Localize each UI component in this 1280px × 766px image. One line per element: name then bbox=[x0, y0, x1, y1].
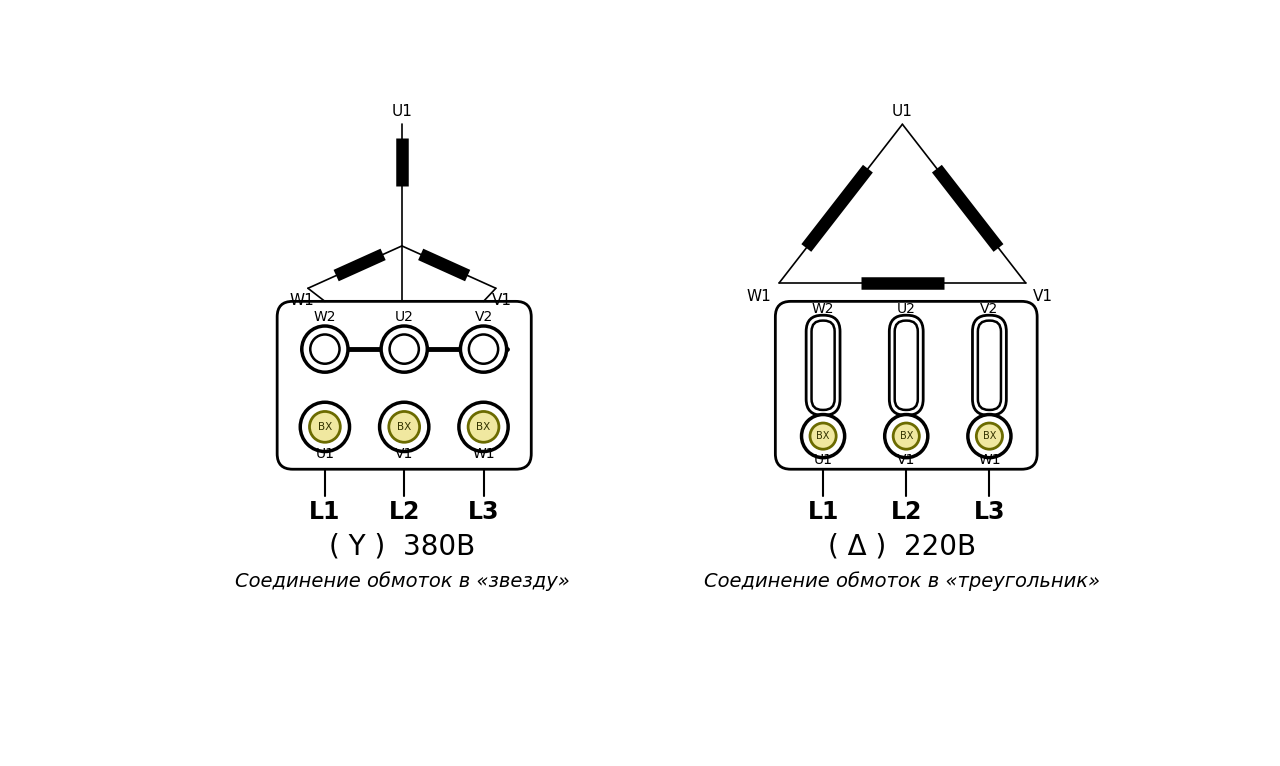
Text: L3: L3 bbox=[974, 499, 1005, 524]
Circle shape bbox=[968, 414, 1011, 457]
Text: ВХ: ВХ bbox=[397, 422, 411, 432]
Text: ВХ: ВХ bbox=[476, 422, 490, 432]
Text: U1: U1 bbox=[892, 104, 913, 119]
FancyBboxPatch shape bbox=[890, 316, 923, 415]
Circle shape bbox=[302, 326, 348, 372]
Circle shape bbox=[380, 402, 429, 451]
FancyBboxPatch shape bbox=[895, 321, 918, 410]
Text: V1: V1 bbox=[396, 447, 413, 461]
Circle shape bbox=[310, 411, 340, 442]
Text: ВХ: ВХ bbox=[900, 431, 913, 441]
Text: ВХ: ВХ bbox=[817, 431, 829, 441]
Text: W1: W1 bbox=[978, 453, 1001, 467]
Text: W1: W1 bbox=[746, 290, 772, 304]
Text: V1: V1 bbox=[492, 293, 512, 308]
Text: U1: U1 bbox=[392, 104, 412, 119]
Circle shape bbox=[301, 402, 349, 451]
Text: L2: L2 bbox=[891, 499, 922, 524]
FancyBboxPatch shape bbox=[973, 316, 1006, 415]
Text: L3: L3 bbox=[467, 499, 499, 524]
Text: Соединение обмоток в «звезду»: Соединение обмоток в «звезду» bbox=[234, 571, 570, 591]
Circle shape bbox=[810, 423, 836, 449]
Text: L1: L1 bbox=[310, 499, 340, 524]
Circle shape bbox=[801, 414, 845, 457]
Circle shape bbox=[977, 423, 1002, 449]
FancyBboxPatch shape bbox=[776, 301, 1037, 470]
Text: V1: V1 bbox=[897, 453, 915, 467]
FancyBboxPatch shape bbox=[812, 321, 835, 410]
Circle shape bbox=[389, 335, 419, 364]
Circle shape bbox=[468, 335, 498, 364]
Text: W2: W2 bbox=[314, 309, 337, 324]
Circle shape bbox=[460, 402, 508, 451]
Text: Соединение обмоток в «треугольник»: Соединение обмоток в «треугольник» bbox=[704, 571, 1101, 591]
Text: W1: W1 bbox=[289, 293, 314, 308]
Text: W2: W2 bbox=[812, 302, 835, 316]
Text: U1: U1 bbox=[814, 453, 832, 467]
Text: U2: U2 bbox=[394, 309, 413, 324]
Text: ВХ: ВХ bbox=[317, 422, 332, 432]
Text: W1: W1 bbox=[472, 447, 495, 461]
Text: L2: L2 bbox=[389, 499, 420, 524]
Text: ( Y )  380В: ( Y ) 380В bbox=[329, 532, 475, 560]
FancyBboxPatch shape bbox=[978, 321, 1001, 410]
Text: ВХ: ВХ bbox=[983, 431, 996, 441]
Circle shape bbox=[468, 411, 499, 442]
Circle shape bbox=[461, 326, 507, 372]
FancyBboxPatch shape bbox=[806, 316, 840, 415]
Text: V1: V1 bbox=[1033, 290, 1053, 304]
Circle shape bbox=[884, 414, 928, 457]
Text: U1: U1 bbox=[315, 447, 334, 461]
Text: V2: V2 bbox=[475, 309, 493, 324]
FancyBboxPatch shape bbox=[278, 301, 531, 470]
Text: L1: L1 bbox=[808, 499, 838, 524]
Circle shape bbox=[893, 423, 919, 449]
Text: ( Δ )  220В: ( Δ ) 220В bbox=[828, 532, 977, 560]
Text: U2: U2 bbox=[897, 302, 915, 316]
Circle shape bbox=[310, 335, 339, 364]
Text: V2: V2 bbox=[980, 302, 998, 316]
Circle shape bbox=[389, 411, 420, 442]
Circle shape bbox=[381, 326, 428, 372]
